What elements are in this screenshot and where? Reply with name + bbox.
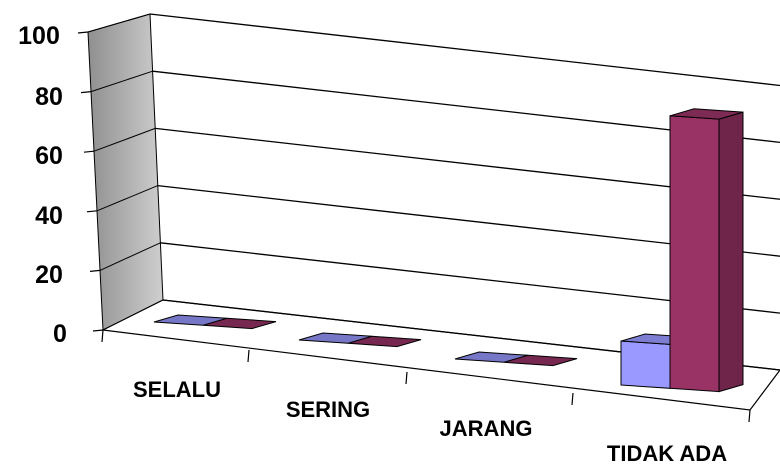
gridline-wall [90,70,153,93]
gridline [149,13,780,87]
bars [153,108,744,393]
bar-tidak-ada-series-2 [669,108,744,393]
x-tick-mark [571,392,574,406]
bar-front [669,115,720,393]
y-tick-label-100: 100 [18,22,60,50]
gridline-wall [93,127,156,152]
x-category-label-selalu: SELALU [133,377,221,402]
y-tick-mark [77,31,89,34]
bar-top [202,317,277,330]
bar-side [718,111,744,393]
x-category-label-jarang: JARANG [440,416,533,441]
bar-jarang-series-2 [503,354,578,367]
x-category-label-sering: SERING [286,397,370,422]
bar-sering-series-2 [347,335,422,348]
y-axis-ticks [77,31,104,332]
y-tick-mark [86,210,98,213]
x-tick-mark [101,329,104,343]
y-tick-label-40: 40 [35,202,63,230]
y-tick-label-0: 0 [53,320,67,348]
y-tick-label-80: 80 [35,83,63,111]
y-tick-mark [83,150,95,153]
y-tick-mark [92,329,104,332]
bar-top [669,108,744,120]
y-tick-mark [89,269,101,272]
y-tick-mark [80,91,92,94]
x-tick-mark [748,409,751,423]
x-tick-mark [405,371,408,385]
bar-top [503,354,578,367]
x-category-label-tidak-ada: TIDAK ADA [607,441,727,466]
bar-selalu-series-2 [202,317,277,330]
y-tick-label-20: 20 [35,261,63,289]
chart-left-wall [87,13,164,331]
gridline-wall [96,185,158,212]
bar-front [620,340,671,389]
chart-floor [100,299,780,411]
bar-top [347,335,422,348]
gridline-wall [87,13,151,33]
x-axis-ticks [101,329,751,423]
x-tick-mark [247,349,250,363]
y-tick-label-60: 60 [35,142,63,170]
gridline-wall [99,242,161,271]
